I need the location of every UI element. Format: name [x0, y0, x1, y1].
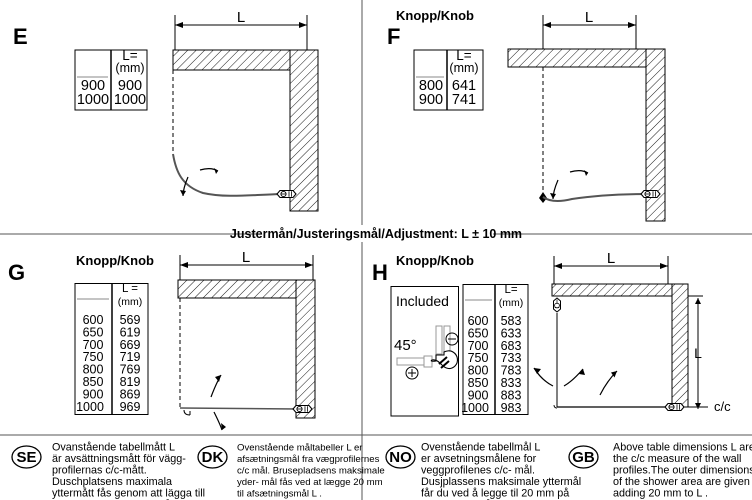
svg-text:får du ved å legge til 20 mm p: får du ved å legge til 20 mm på	[421, 488, 569, 500]
svg-text:GB: GB	[572, 449, 595, 466]
svg-text:SE: SE	[16, 449, 36, 466]
svg-text:profilernas c/c-mått.: profilernas c/c-mått.	[52, 465, 147, 477]
svg-text:yttermått fås genom att lägga: yttermått fås genom att lägga till	[52, 488, 205, 500]
svg-text:Above table dimensions L are: Above table dimensions L are	[613, 442, 752, 454]
svg-text:profiles.The outer dimensions: profiles.The outer dimensions	[613, 465, 752, 477]
svg-text:the c/c measure of the wall: the c/c measure of the wall	[613, 453, 741, 465]
svg-text:yder- mål fås ved at lægge 20: yder- mål fås ved at lægge 20 mm	[237, 477, 383, 488]
svg-text:Dusjplassens maksimale yttermå: Dusjplassens maksimale yttermål	[421, 476, 581, 488]
svg-text:DK: DK	[202, 449, 224, 466]
svg-text:of the shower area are given b: of the shower area are given by	[613, 476, 752, 488]
svg-text:Duschplatsens maximala: Duschplatsens maximala	[52, 476, 172, 488]
svg-text:til afsætningsmål L .: til afsætningsmål L .	[237, 489, 322, 500]
svg-text:veggprofilenes c/c- mål.: veggprofilenes c/c- mål.	[421, 465, 535, 477]
svg-text:NO: NO	[389, 449, 412, 466]
svg-text:Ovanstående tabellmått L: Ovanstående tabellmått L	[52, 442, 175, 454]
svg-text:afsætningsmål fra vægprofilern: afsætningsmål fra vægprofilernes	[237, 454, 380, 465]
svg-text:är avsättningsmått för vägg-: är avsättningsmått för vägg-	[52, 453, 186, 465]
svg-text:adding 20 mm to L .: adding 20 mm to L .	[613, 488, 708, 500]
svg-text:c/c mål. Brusepladsens maksima: c/c mål. Brusepladsens maksimale	[237, 466, 385, 477]
svg-text:Ovenstående måltabeller L er: Ovenstående måltabeller L er	[237, 443, 363, 454]
svg-text:Ovenstående tabellmål L: Ovenstående tabellmål L	[421, 442, 540, 454]
svg-text:er avsetningsmålene for: er avsetningsmålene for	[421, 453, 537, 465]
